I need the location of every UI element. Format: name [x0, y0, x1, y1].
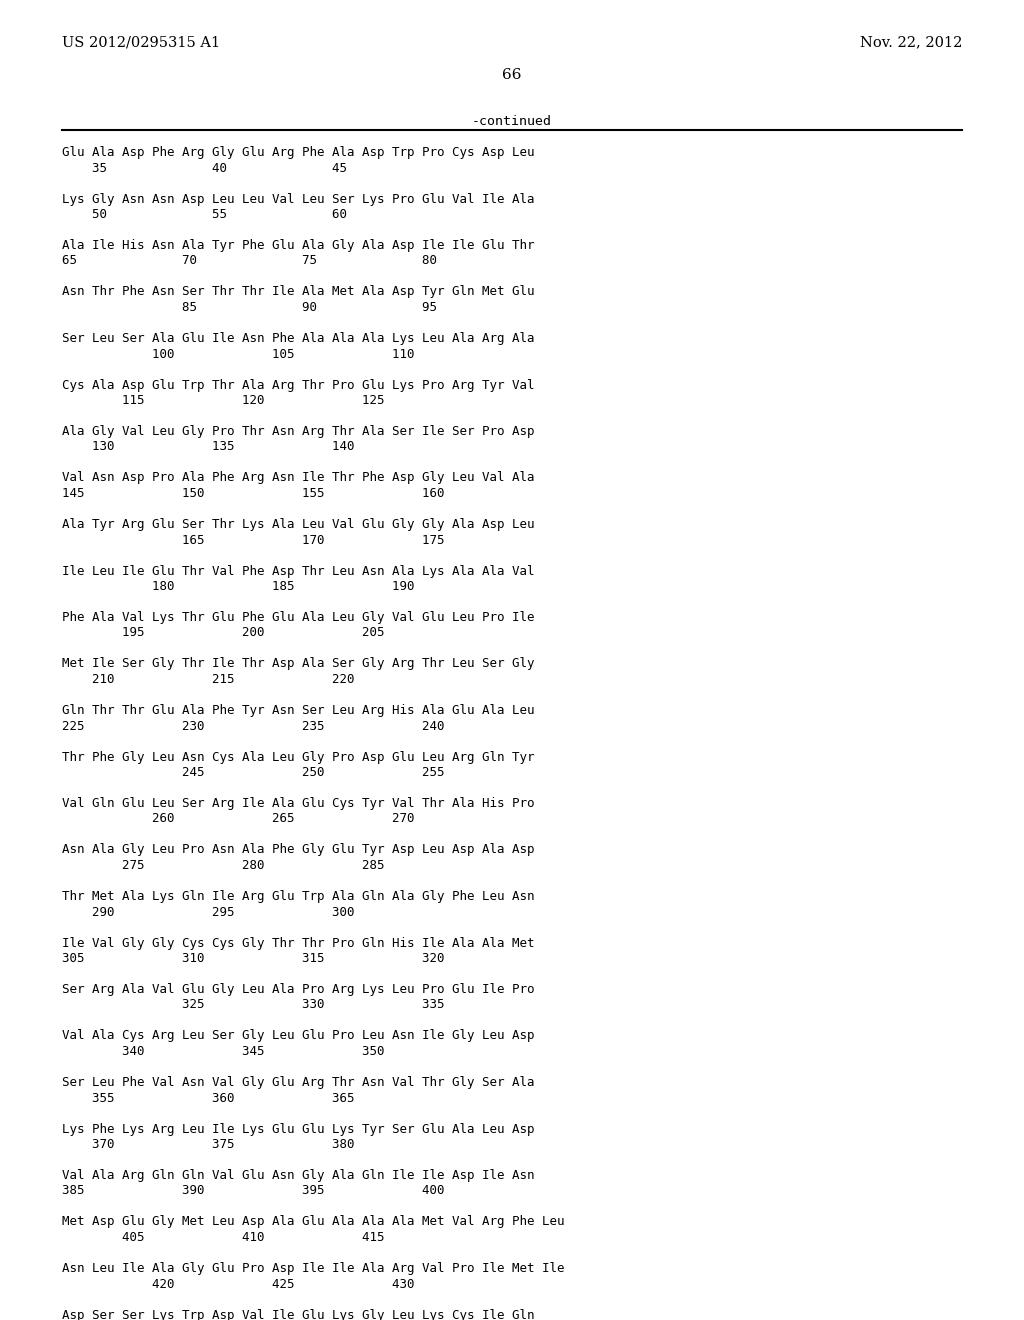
Text: Ser Leu Ser Ala Glu Ile Asn Phe Ala Ala Ala Lys Leu Ala Arg Ala: Ser Leu Ser Ala Glu Ile Asn Phe Ala Ala … [62, 333, 535, 345]
Text: 340             345             350: 340 345 350 [62, 1045, 384, 1059]
Text: 325             330             335: 325 330 335 [62, 998, 444, 1011]
Text: Ser Leu Phe Val Asn Val Gly Glu Arg Thr Asn Val Thr Gly Ser Ala: Ser Leu Phe Val Asn Val Gly Glu Arg Thr … [62, 1076, 535, 1089]
Text: 245             250             255: 245 250 255 [62, 766, 444, 779]
Text: 130             135             140: 130 135 140 [62, 441, 354, 454]
Text: -continued: -continued [472, 115, 552, 128]
Text: Ile Val Gly Gly Cys Cys Gly Thr Thr Pro Gln His Ile Ala Ala Met: Ile Val Gly Gly Cys Cys Gly Thr Thr Pro … [62, 936, 535, 949]
Text: Thr Phe Gly Leu Asn Cys Ala Leu Gly Pro Asp Glu Leu Arg Gln Tyr: Thr Phe Gly Leu Asn Cys Ala Leu Gly Pro … [62, 751, 535, 763]
Text: Asn Leu Ile Ala Gly Glu Pro Asp Ile Ile Ala Arg Val Pro Ile Met Ile: Asn Leu Ile Ala Gly Glu Pro Asp Ile Ile … [62, 1262, 564, 1275]
Text: 195             200             205: 195 200 205 [62, 627, 384, 639]
Text: Nov. 22, 2012: Nov. 22, 2012 [859, 36, 962, 49]
Text: 290             295             300: 290 295 300 [62, 906, 354, 919]
Text: 50              55              60: 50 55 60 [62, 209, 347, 220]
Text: Asp Ser Ser Lys Trp Asp Val Ile Glu Lys Gly Leu Lys Cys Ile Gln: Asp Ser Ser Lys Trp Asp Val Ile Glu Lys … [62, 1308, 535, 1320]
Text: Gln Thr Thr Glu Ala Phe Tyr Asn Ser Leu Arg His Ala Glu Ala Leu: Gln Thr Thr Glu Ala Phe Tyr Asn Ser Leu … [62, 704, 535, 717]
Text: Val Gln Glu Leu Ser Arg Ile Ala Glu Cys Tyr Val Thr Ala His Pro: Val Gln Glu Leu Ser Arg Ile Ala Glu Cys … [62, 797, 535, 810]
Text: Ala Tyr Arg Glu Ser Thr Lys Ala Leu Val Glu Gly Gly Ala Asp Leu: Ala Tyr Arg Glu Ser Thr Lys Ala Leu Val … [62, 517, 535, 531]
Text: Val Asn Asp Pro Ala Phe Arg Asn Ile Thr Phe Asp Gly Leu Val Ala: Val Asn Asp Pro Ala Phe Arg Asn Ile Thr … [62, 471, 535, 484]
Text: Met Asp Glu Gly Met Leu Asp Ala Glu Ala Ala Ala Met Val Arg Phe Leu: Met Asp Glu Gly Met Leu Asp Ala Glu Ala … [62, 1216, 564, 1229]
Text: Ala Gly Val Leu Gly Pro Thr Asn Arg Thr Ala Ser Ile Ser Pro Asp: Ala Gly Val Leu Gly Pro Thr Asn Arg Thr … [62, 425, 535, 438]
Text: Asn Ala Gly Leu Pro Asn Ala Phe Gly Glu Tyr Asp Leu Asp Ala Asp: Asn Ala Gly Leu Pro Asn Ala Phe Gly Glu … [62, 843, 535, 857]
Text: 115             120             125: 115 120 125 [62, 393, 384, 407]
Text: 305             310             315             320: 305 310 315 320 [62, 952, 444, 965]
Text: 210             215             220: 210 215 220 [62, 673, 354, 686]
Text: 355             360             365: 355 360 365 [62, 1092, 354, 1105]
Text: US 2012/0295315 A1: US 2012/0295315 A1 [62, 36, 220, 49]
Text: 65              70              75              80: 65 70 75 80 [62, 255, 437, 268]
Text: Ile Leu Ile Glu Thr Val Phe Asp Thr Leu Asn Ala Lys Ala Ala Val: Ile Leu Ile Glu Thr Val Phe Asp Thr Leu … [62, 565, 535, 578]
Text: Cys Ala Asp Glu Trp Thr Ala Arg Thr Pro Glu Lys Pro Arg Tyr Val: Cys Ala Asp Glu Trp Thr Ala Arg Thr Pro … [62, 379, 535, 392]
Text: Met Ile Ser Gly Thr Ile Thr Asp Ala Ser Gly Arg Thr Leu Ser Gly: Met Ile Ser Gly Thr Ile Thr Asp Ala Ser … [62, 657, 535, 671]
Text: 370             375             380: 370 375 380 [62, 1138, 354, 1151]
Text: Ala Ile His Asn Ala Tyr Phe Glu Ala Gly Ala Asp Ile Ile Glu Thr: Ala Ile His Asn Ala Tyr Phe Glu Ala Gly … [62, 239, 535, 252]
Text: 66: 66 [502, 69, 522, 82]
Text: 385             390             395             400: 385 390 395 400 [62, 1184, 444, 1197]
Text: 85              90              95: 85 90 95 [62, 301, 437, 314]
Text: 405             410             415: 405 410 415 [62, 1232, 384, 1243]
Text: 180             185             190: 180 185 190 [62, 579, 415, 593]
Text: 275             280             285: 275 280 285 [62, 859, 384, 873]
Text: Val Ala Cys Arg Leu Ser Gly Leu Glu Pro Leu Asn Ile Gly Leu Asp: Val Ala Cys Arg Leu Ser Gly Leu Glu Pro … [62, 1030, 535, 1043]
Text: 100             105             110: 100 105 110 [62, 347, 415, 360]
Text: Val Ala Arg Gln Gln Val Glu Asn Gly Ala Gln Ile Ile Asp Ile Asn: Val Ala Arg Gln Gln Val Glu Asn Gly Ala … [62, 1170, 535, 1181]
Text: Phe Ala Val Lys Thr Glu Phe Glu Ala Leu Gly Val Glu Leu Pro Ile: Phe Ala Val Lys Thr Glu Phe Glu Ala Leu … [62, 611, 535, 624]
Text: Lys Phe Lys Arg Leu Ile Lys Glu Glu Lys Tyr Ser Glu Ala Leu Asp: Lys Phe Lys Arg Leu Ile Lys Glu Glu Lys … [62, 1122, 535, 1135]
Text: Asn Thr Phe Asn Ser Thr Thr Ile Ala Met Ala Asp Tyr Gln Met Glu: Asn Thr Phe Asn Ser Thr Thr Ile Ala Met … [62, 285, 535, 298]
Text: 165             170             175: 165 170 175 [62, 533, 444, 546]
Text: 225             230             235             240: 225 230 235 240 [62, 719, 444, 733]
Text: 35              40              45: 35 40 45 [62, 161, 347, 174]
Text: 420             425             430: 420 425 430 [62, 1278, 415, 1291]
Text: 145             150             155             160: 145 150 155 160 [62, 487, 444, 500]
Text: 260             265             270: 260 265 270 [62, 813, 415, 825]
Text: Lys Gly Asn Asn Asp Leu Leu Val Leu Ser Lys Pro Glu Val Ile Ala: Lys Gly Asn Asn Asp Leu Leu Val Leu Ser … [62, 193, 535, 206]
Text: Thr Met Ala Lys Gln Ile Arg Glu Trp Ala Gln Ala Gly Phe Leu Asn: Thr Met Ala Lys Gln Ile Arg Glu Trp Ala … [62, 890, 535, 903]
Text: Ser Arg Ala Val Glu Gly Leu Ala Pro Arg Lys Leu Pro Glu Ile Pro: Ser Arg Ala Val Glu Gly Leu Ala Pro Arg … [62, 983, 535, 997]
Text: Glu Ala Asp Phe Arg Gly Glu Arg Phe Ala Asp Trp Pro Cys Asp Leu: Glu Ala Asp Phe Arg Gly Glu Arg Phe Ala … [62, 147, 535, 158]
